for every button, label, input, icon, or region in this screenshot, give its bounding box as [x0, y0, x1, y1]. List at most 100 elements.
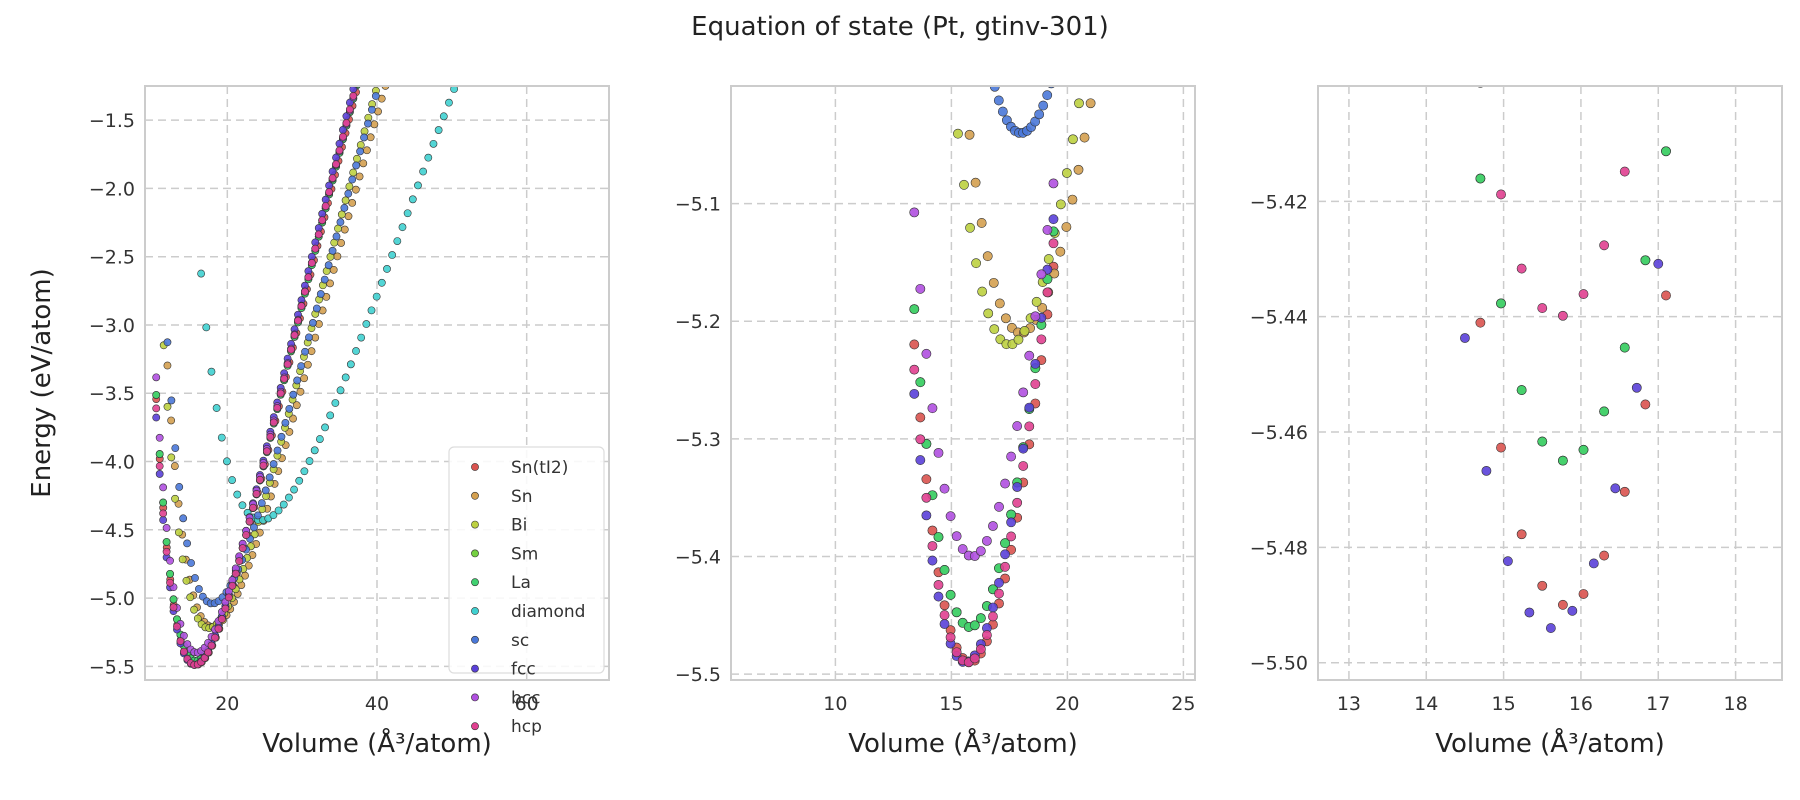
legend-label: Sn(tI2) — [511, 458, 568, 478]
point-la — [1475, 173, 1486, 184]
point-sc — [289, 390, 298, 399]
point-bi — [959, 179, 969, 190]
legend: Sn(tI2) Sn Bi Sm La diamond sc fcc bcc hcp — [448, 446, 605, 737]
point-la — [357, 68, 364, 75]
point-snti2 — [373, 9, 380, 16]
point-bcc — [945, 511, 956, 522]
point-diamond — [456, 72, 463, 79]
point-bi — [1055, 199, 1066, 210]
legend-marker — [471, 520, 479, 529]
legend-marker — [471, 693, 479, 702]
point-diamond — [424, 153, 433, 162]
point-hcp — [988, 611, 998, 622]
point-hcp — [176, 637, 185, 646]
point-hcp — [266, 433, 275, 441]
x-tick-label: 10 — [823, 693, 847, 715]
point-hcp — [1048, 238, 1059, 249]
point-hcp — [357, 66, 364, 73]
point-sc — [324, 261, 333, 270]
point-bcc — [975, 546, 986, 556]
point-sn — [994, 298, 1005, 309]
point-sc — [400, 0, 407, 6]
point-sn — [976, 218, 987, 228]
point-hcp — [162, 547, 171, 556]
point-hcp — [1619, 166, 1630, 177]
point-hcp — [360, 52, 367, 59]
point-sc — [301, 347, 309, 356]
point-hcp — [283, 360, 292, 369]
point-hcp — [1516, 263, 1527, 274]
point-sm — [360, 55, 367, 62]
point-sc — [332, 232, 341, 241]
point-bi — [989, 324, 1000, 335]
y-tick-label: −5.44 — [1250, 307, 1308, 329]
point-hcp — [364, 39, 371, 46]
point-sn — [300, 374, 309, 383]
point-sc — [312, 304, 321, 313]
point-bcc — [1036, 269, 1047, 280]
point-hcp — [214, 624, 223, 633]
legend-label: La — [511, 573, 531, 593]
point-snti2 — [1537, 580, 1548, 591]
point-diamond — [217, 433, 226, 442]
point-snti2 — [370, 22, 377, 29]
point-fcc — [360, 45, 367, 52]
point-hcp — [262, 447, 271, 456]
point-sc — [344, 189, 353, 198]
point-hcp — [218, 615, 226, 623]
point-sn — [355, 172, 364, 181]
point-fcc — [1000, 549, 1010, 560]
point-hcp — [169, 603, 178, 612]
point-hcp — [332, 160, 340, 169]
point-diamond — [315, 435, 324, 443]
point-sn — [348, 199, 357, 207]
point-bcc — [370, 15, 377, 22]
point-hcp — [945, 632, 956, 643]
point-sc — [993, 95, 1004, 106]
point-snti2 — [377, 0, 384, 3]
point-diamond — [481, 5, 488, 12]
point-sm — [370, 16, 377, 23]
point-bi — [174, 528, 183, 537]
point-sc — [328, 246, 337, 255]
point-la — [1000, 538, 1010, 549]
panel-1: 20 40 60 −5.5 −5.0 −4.5 −4.0 −3.5 −3.0 −2.5 −2.0 −1… — [27, 0, 610, 759]
point-sc — [179, 514, 188, 523]
point-sn — [366, 133, 375, 142]
data-points — [909, 18, 1096, 668]
point-hcp — [1006, 531, 1017, 542]
point-sn — [292, 401, 301, 410]
point-sc — [297, 362, 306, 371]
y-tick-label: −2.0 — [89, 178, 135, 200]
legend-label: fcc — [511, 660, 536, 680]
y-tick-label: −5.46 — [1250, 422, 1308, 444]
point-hcp — [1030, 379, 1041, 389]
point-diamond — [352, 347, 360, 355]
point-sn — [970, 177, 981, 188]
point-hcp — [259, 461, 268, 470]
point-bcc — [915, 283, 926, 294]
point-fcc — [1524, 607, 1535, 618]
point-hcp — [273, 404, 282, 412]
point-fcc — [353, 72, 360, 79]
y-tick-label: −3.5 — [89, 383, 135, 405]
point-bcc — [374, 2, 381, 9]
point-bcc — [957, 544, 968, 554]
point-bcc — [1000, 478, 1010, 489]
point-la — [370, 16, 377, 23]
point-sc — [356, 147, 364, 156]
point-sn — [1067, 194, 1078, 205]
point-sc — [1063, 18, 1072, 27]
x-axis-label: Volume (Å³/atom) — [1435, 727, 1665, 759]
point-fcc — [915, 455, 926, 465]
point-sn — [1037, 302, 1048, 313]
point-snti2 — [1599, 550, 1610, 561]
x-tick-label: 18 — [1724, 693, 1748, 715]
point-sc — [175, 483, 184, 491]
point-sn — [1073, 164, 1084, 175]
point-bi — [1019, 326, 1030, 336]
point-bi — [965, 222, 975, 233]
point-fcc — [1024, 402, 1035, 413]
point-sc — [997, 106, 1008, 117]
x-tick-label: 20 — [215, 693, 239, 715]
